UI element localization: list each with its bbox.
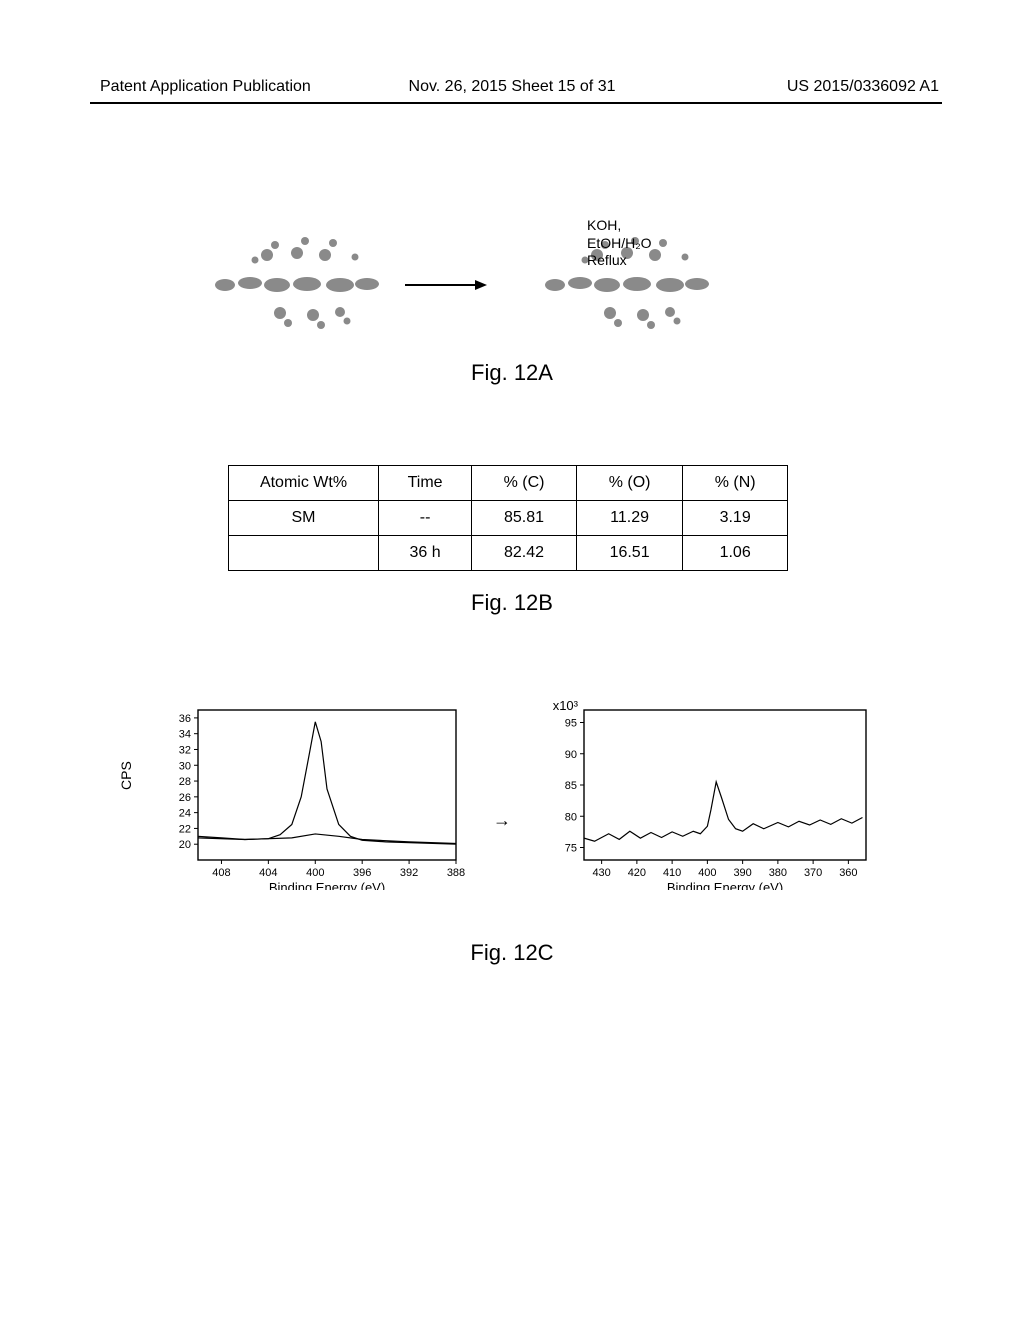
reaction-conditions: KOH, EtOH/H₂O Reflux <box>587 217 652 270</box>
svg-text:x10³: x10³ <box>553 700 579 713</box>
reaction-line2: EtOH/H₂O <box>587 235 652 253</box>
table-cell <box>229 536 379 571</box>
fig-12c: CPS 202224262830323436408404400396392388… <box>142 700 882 930</box>
svg-text:36: 36 <box>179 713 191 725</box>
svg-text:400: 400 <box>698 867 716 879</box>
svg-text:32: 32 <box>179 744 191 756</box>
svg-text:26: 26 <box>179 792 191 804</box>
fig-12a-caption: Fig. 12A <box>0 360 1024 386</box>
reaction-line1: KOH, <box>587 217 652 235</box>
n1s-spectrum-left: CPS 202224262830323436408404400396392388… <box>142 700 472 890</box>
svg-text:420: 420 <box>628 867 646 879</box>
series-peak <box>198 722 456 844</box>
svg-text:404: 404 <box>259 867 277 879</box>
reaction-scheme: KOH, EtOH/H₂O Reflux <box>195 215 835 335</box>
table-header: % (N) <box>683 466 788 501</box>
svg-text:20: 20 <box>179 839 191 851</box>
svg-text:28: 28 <box>179 776 191 788</box>
left-y-label: CPS <box>118 761 134 790</box>
table-row: SM--85.8111.293.19 <box>229 501 788 536</box>
svg-text:85: 85 <box>565 780 577 792</box>
chart-svg: 20 22 24 26 28 30 32 34 36 408 404 400 396 392 388 Bind… <box>142 700 472 890</box>
atomic-wt-table: Atomic Wt%Time% (C)% (O)% (N) SM--85.811… <box>228 465 788 571</box>
svg-text:80: 80 <box>565 811 577 823</box>
table-row: 36 h82.4216.511.06 <box>229 536 788 571</box>
reaction-line3: Reflux <box>587 252 652 270</box>
series-baseline <box>198 834 456 843</box>
table-cell: SM <box>229 501 379 536</box>
between-arrow-icon: → <box>493 760 511 831</box>
svg-text:95: 95 <box>565 718 577 730</box>
svg-text:34: 34 <box>179 729 191 741</box>
svg-text:22: 22 <box>179 823 191 835</box>
table-header: Atomic Wt% <box>229 466 379 501</box>
svg-text:388: 388 <box>447 867 465 879</box>
svg-text:90: 90 <box>565 749 577 761</box>
svg-text:370: 370 <box>804 867 822 879</box>
table-cell: 1.06 <box>683 536 788 571</box>
fig-12a: KOH, EtOH/H₂O Reflux <box>195 215 835 335</box>
reaction-svg <box>195 215 835 335</box>
table-cell: 82.42 <box>472 536 577 571</box>
table-cell: 3.19 <box>683 501 788 536</box>
table-cell: 85.81 <box>472 501 577 536</box>
svg-text:Binding Energy (eV): Binding Energy (eV) <box>269 880 385 890</box>
fig-12b-caption: Fig. 12B <box>0 590 1024 616</box>
svg-text:24: 24 <box>179 808 191 820</box>
svg-text:Binding Energy (eV): Binding Energy (eV) <box>667 880 783 890</box>
table-header: % (C) <box>472 466 577 501</box>
svg-text:75: 75 <box>565 843 577 855</box>
svg-text:410: 410 <box>663 867 681 879</box>
svg-text:30: 30 <box>179 760 191 772</box>
svg-text:390: 390 <box>733 867 751 879</box>
table-header: Time <box>379 466 472 501</box>
n1s-spectrum-right: 75 80 85 90 95 430 420 410 400 390 380 370 360 Bindin… <box>532 700 882 890</box>
svg-text:396: 396 <box>353 867 371 879</box>
reaction-arrow-icon <box>405 280 487 290</box>
svg-text:408: 408 <box>212 867 230 879</box>
table-cell: 11.29 <box>576 501 682 536</box>
header-rule <box>90 102 942 104</box>
table-header: % (O) <box>576 466 682 501</box>
svg-text:360: 360 <box>839 867 857 879</box>
svg-text:380: 380 <box>769 867 787 879</box>
table-cell: 36 h <box>379 536 472 571</box>
series-trace <box>584 782 862 841</box>
table-cell: 16.51 <box>576 536 682 571</box>
left-structure <box>215 237 379 329</box>
svg-text:400: 400 <box>306 867 324 879</box>
svg-text:392: 392 <box>400 867 418 879</box>
table-cell: -- <box>379 501 472 536</box>
fig-12c-caption: Fig. 12C <box>0 940 1024 966</box>
header-right: US 2015/0336092 A1 <box>787 78 939 96</box>
fig-12b-table: Atomic Wt%Time% (C)% (O)% (N) SM--85.811… <box>228 465 788 571</box>
svg-text:430: 430 <box>592 867 610 879</box>
chart-svg: 75 80 85 90 95 430 420 410 400 390 380 370 360 Bindin… <box>532 700 882 890</box>
